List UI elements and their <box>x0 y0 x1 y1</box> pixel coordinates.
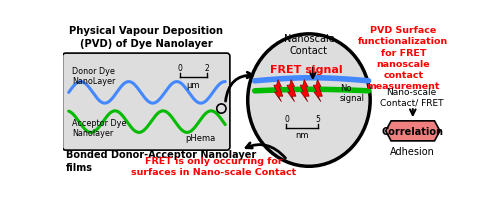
Polygon shape <box>274 80 283 102</box>
Text: No
signal: No signal <box>340 83 365 103</box>
Text: PVD Surface
functionalization
for FRET
nanoscale
contact
measurement: PVD Surface functionalization for FRET n… <box>358 26 448 90</box>
Polygon shape <box>300 80 309 102</box>
Polygon shape <box>287 80 296 102</box>
Text: Nano-scale
Contact/ FRET: Nano-scale Contact/ FRET <box>380 88 443 107</box>
Text: nm: nm <box>296 130 309 139</box>
Text: FRET signal: FRET signal <box>270 65 343 75</box>
Text: 0: 0 <box>178 64 182 73</box>
Text: Donor Dye
NanoLayer: Donor Dye NanoLayer <box>72 66 115 86</box>
FancyBboxPatch shape <box>62 54 230 150</box>
Text: Acceptor Dye
Nanolayer: Acceptor Dye Nanolayer <box>72 118 126 138</box>
Ellipse shape <box>248 35 370 166</box>
Text: pHema: pHema <box>185 134 215 143</box>
Text: 5: 5 <box>316 115 320 124</box>
Polygon shape <box>314 80 322 102</box>
Text: Correlation: Correlation <box>382 126 444 136</box>
Text: μm: μm <box>186 81 200 90</box>
Text: Adhesion: Adhesion <box>390 146 435 156</box>
Polygon shape <box>386 121 440 141</box>
Text: Bonded Donor-Acceptor Nanolayer
films: Bonded Donor-Acceptor Nanolayer films <box>66 150 256 172</box>
Text: Physical Vapour Deposition
(PVD) of Dye Nanolayer: Physical Vapour Deposition (PVD) of Dye … <box>69 26 223 49</box>
Text: FRET is only occurring for
surfaces in Nano-scale Contact: FRET is only occurring for surfaces in N… <box>131 156 296 176</box>
Text: 2: 2 <box>204 64 209 73</box>
Text: 0: 0 <box>284 115 289 124</box>
Text: Nanoscale
Contact: Nanoscale Contact <box>284 34 335 55</box>
